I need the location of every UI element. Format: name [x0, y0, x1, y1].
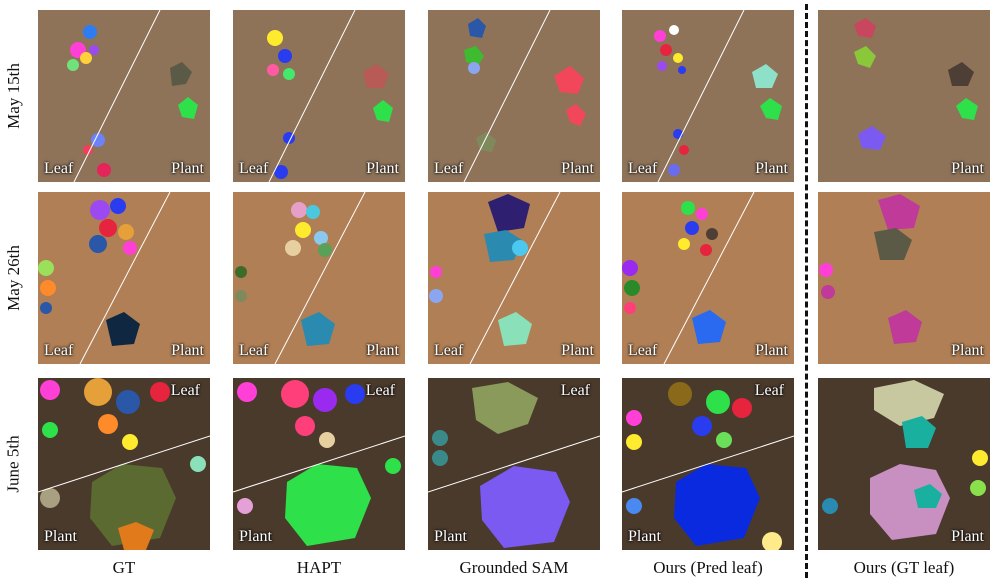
tag-plant: Plant: [239, 528, 272, 545]
tag-plant: Plant: [366, 160, 399, 177]
tag-plant: Plant: [951, 160, 984, 177]
image-may26-grounded-sam: Leaf Plant: [428, 192, 600, 364]
tag-plant: Plant: [171, 342, 204, 359]
tag-leaf: Leaf: [239, 160, 269, 177]
image-may26-ours-pred-leaf: Leaf Plant: [622, 192, 794, 364]
image-june5-hapt: Leaf Plant: [233, 378, 405, 550]
col-label-grounded-sam: Grounded SAM: [459, 558, 569, 577]
image-may26-gt: Leaf Plant: [38, 192, 210, 364]
tag-leaf: Leaf: [628, 342, 658, 359]
tag-plant: Plant: [434, 528, 467, 545]
col-label-hapt: HAPT: [296, 558, 342, 577]
row-label-may15: May 15th: [4, 63, 24, 129]
tag-leaf: Leaf: [170, 382, 200, 399]
image-june5-ours-gt-leaf: Plant: [818, 378, 990, 550]
tag-leaf: Leaf: [434, 342, 464, 359]
col-label-ours-pred-leaf: Ours (Pred leaf): [653, 558, 763, 577]
col-label-ours-gt-leaf: Ours (GT leaf): [853, 558, 955, 577]
tag-plant: Plant: [171, 160, 204, 177]
tag-leaf: Leaf: [560, 382, 590, 399]
image-may15-ours-pred-leaf: Leaf Plant: [622, 10, 794, 182]
tag-plant: Plant: [561, 342, 594, 359]
image-may15-gt: Leaf Plant: [38, 10, 210, 182]
tag-leaf: Leaf: [44, 342, 74, 359]
tag-plant: Plant: [755, 342, 788, 359]
method-separator: [805, 4, 808, 578]
image-june5-ours-pred-leaf: Leaf Plant: [622, 378, 794, 550]
tag-plant: Plant: [755, 160, 788, 177]
row-label-june5: June 5th: [4, 435, 24, 493]
image-june5-gt: Leaf Plant: [38, 378, 210, 550]
image-june5-grounded-sam: Leaf Plant: [428, 378, 600, 550]
tag-leaf: Leaf: [434, 160, 464, 177]
image-may15-ours-gt-leaf: Plant: [818, 10, 990, 182]
tag-plant: Plant: [44, 528, 77, 545]
row-label-may26: May 26th: [4, 245, 24, 311]
tag-leaf: Leaf: [628, 160, 658, 177]
tag-plant: Plant: [366, 342, 399, 359]
tag-leaf: Leaf: [44, 160, 74, 177]
tag-leaf: Leaf: [365, 382, 395, 399]
image-may26-ours-gt-leaf: Plant: [818, 192, 990, 364]
image-may15-grounded-sam: Leaf Plant: [428, 10, 600, 182]
tag-plant: Plant: [628, 528, 661, 545]
tag-plant: Plant: [951, 528, 984, 545]
col-label-gt: GT: [112, 558, 136, 577]
tag-plant: Plant: [561, 160, 594, 177]
tag-leaf: Leaf: [754, 382, 784, 399]
image-may15-hapt: Leaf Plant: [233, 10, 405, 182]
image-may26-hapt: Leaf Plant: [233, 192, 405, 364]
tag-plant: Plant: [951, 342, 984, 359]
tag-leaf: Leaf: [239, 342, 269, 359]
